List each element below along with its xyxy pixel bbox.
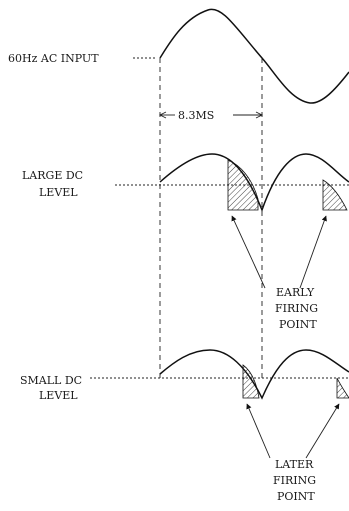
small-dc-right-region: [336, 377, 349, 399]
large-dc-label-line1: LARGE DC: [22, 169, 83, 182]
early-label-line2: FIRING: [275, 302, 318, 315]
later-label-line2: FIRING: [273, 474, 316, 487]
small-dc-rectified-wave: [159, 349, 349, 400]
large-dc-right-region: [322, 179, 348, 211]
later-label-line3: POINT: [277, 490, 315, 503]
later-label-line1: LATER: [275, 458, 314, 471]
large-dc-rectified-wave: [159, 153, 349, 213]
early-label-line1: EARLY: [276, 286, 315, 299]
later-arrow-left: [246, 403, 271, 459]
later-arrow-right: [305, 403, 340, 459]
ac-input-label: 60Hz AC INPUT: [8, 52, 99, 65]
early-arrow-left: [231, 215, 266, 289]
small-dc-label-line1: SMALL DC: [20, 374, 82, 387]
early-arrow-right: [299, 215, 327, 289]
early-label-line3: POINT: [279, 318, 317, 331]
large-dc-early-region: [227, 159, 259, 211]
ac-input-waveform: [159, 8, 349, 104]
large-dc-label-line2: LEVEL: [39, 186, 78, 199]
small-dc-label-line2: LEVEL: [39, 389, 78, 402]
interval-label: 8.3MS: [178, 109, 214, 122]
